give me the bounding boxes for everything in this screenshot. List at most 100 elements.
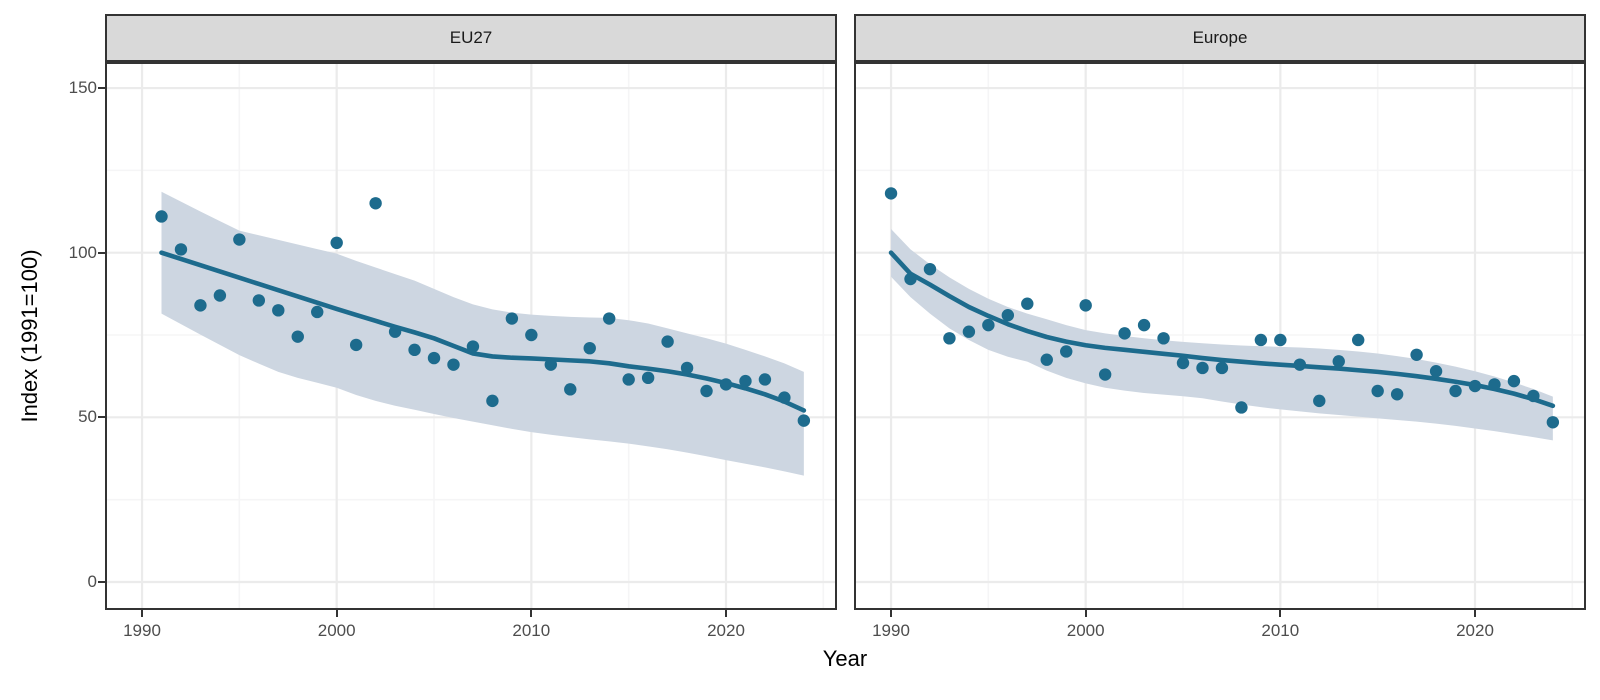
y-tick-label: 150 [68, 78, 97, 97]
data-point [1254, 333, 1268, 347]
data-point [778, 391, 791, 404]
x-tick-label: 2000 [1066, 621, 1105, 640]
trend-line [888, 250, 1556, 409]
data-point [408, 343, 421, 357]
data-point [447, 358, 460, 371]
data-point [1157, 332, 1170, 345]
data-point [1235, 401, 1248, 414]
data-point [884, 187, 898, 200]
data-point [505, 312, 519, 325]
data-point [982, 318, 995, 332]
data-point [194, 299, 207, 312]
data-point [272, 304, 285, 317]
data-point [1040, 353, 1053, 366]
data-point [758, 373, 772, 386]
x-tick-mark [1279, 610, 1282, 617]
data-point [311, 305, 324, 319]
data-point [349, 338, 363, 352]
y-tick-label: 100 [68, 242, 97, 262]
facet-strip-europe: Europe [854, 14, 1586, 62]
data-point [797, 414, 811, 427]
data-point [943, 332, 956, 345]
data-point [486, 394, 499, 408]
data-point [739, 374, 752, 388]
data-point [1507, 374, 1521, 388]
x-tick-mark [890, 610, 892, 617]
data-point [525, 328, 538, 342]
data-point [1429, 365, 1443, 378]
data-point [700, 384, 713, 398]
data-point [427, 351, 441, 365]
data-point [661, 335, 674, 348]
data-point [1118, 327, 1131, 340]
data-point [1176, 356, 1190, 370]
data-point [1410, 348, 1423, 361]
data-point [1527, 389, 1540, 403]
confidence-band [891, 228, 1553, 441]
data-point [1449, 384, 1462, 398]
x-axis-title: Year [822, 646, 868, 671]
data-point [155, 210, 168, 223]
data-point [1079, 299, 1092, 312]
x-tick-mark [141, 610, 143, 617]
data-point [544, 358, 558, 371]
x-tick-label: 1990 [123, 621, 161, 640]
x-tick-mark [530, 610, 533, 617]
x-tick-mark [1084, 610, 1087, 617]
data-point [923, 262, 937, 276]
facet-label-europe: Europe [1192, 28, 1248, 47]
plot-panel-eu27 [105, 62, 837, 610]
data-point [466, 340, 480, 353]
data-point [1098, 368, 1112, 381]
data-point [369, 197, 382, 210]
data-point [252, 294, 266, 307]
y-tick-mark [98, 581, 105, 583]
x-tick-label: 2000 [317, 621, 356, 640]
data-point [1001, 309, 1015, 322]
x-tick-label: 2020 [1456, 621, 1494, 640]
data-point [1371, 384, 1384, 398]
data-point [680, 361, 694, 375]
x-tick-label: 2020 [707, 621, 745, 640]
x-tick-mark [725, 610, 727, 617]
data-point [1060, 345, 1073, 358]
data-point [1390, 388, 1404, 401]
data-point [174, 243, 188, 256]
data-point [1137, 318, 1151, 332]
data-point [388, 325, 402, 338]
y-axis-title: Index (1991=100) [17, 249, 42, 423]
x-tick-label: 2010 [1261, 621, 1300, 640]
data-point [719, 378, 733, 391]
data-point [1332, 355, 1345, 368]
data-point [962, 325, 976, 338]
data-point [622, 373, 635, 386]
data-point [291, 330, 304, 343]
data-point [233, 233, 246, 246]
facet-strip-eu27: EU27 [105, 14, 837, 62]
y-tick-label: 0 [87, 572, 97, 591]
plot-canvas-eu27 [107, 64, 835, 608]
facet-label-eu27: EU27 [449, 28, 493, 47]
confidence-band [161, 191, 804, 476]
data-point [213, 289, 227, 302]
y-tick-mark [98, 251, 105, 254]
data-point [1196, 361, 1209, 375]
data-point [330, 236, 343, 250]
data-point [603, 312, 616, 325]
data-point [1488, 378, 1501, 391]
data-point [1468, 379, 1482, 393]
data-point [1352, 333, 1365, 347]
trend-line [159, 250, 807, 413]
data-point [1274, 333, 1287, 347]
data-point [564, 383, 577, 396]
data-point [1021, 297, 1034, 310]
x-tick-mark [1474, 610, 1476, 617]
data-point [641, 371, 655, 385]
data-point [1293, 358, 1307, 371]
y-tick-label: 50 [78, 407, 97, 427]
x-tick-mark [335, 610, 338, 617]
y-tick-mark [98, 87, 105, 89]
y-tick-mark [98, 416, 105, 419]
data-point [1313, 394, 1326, 408]
